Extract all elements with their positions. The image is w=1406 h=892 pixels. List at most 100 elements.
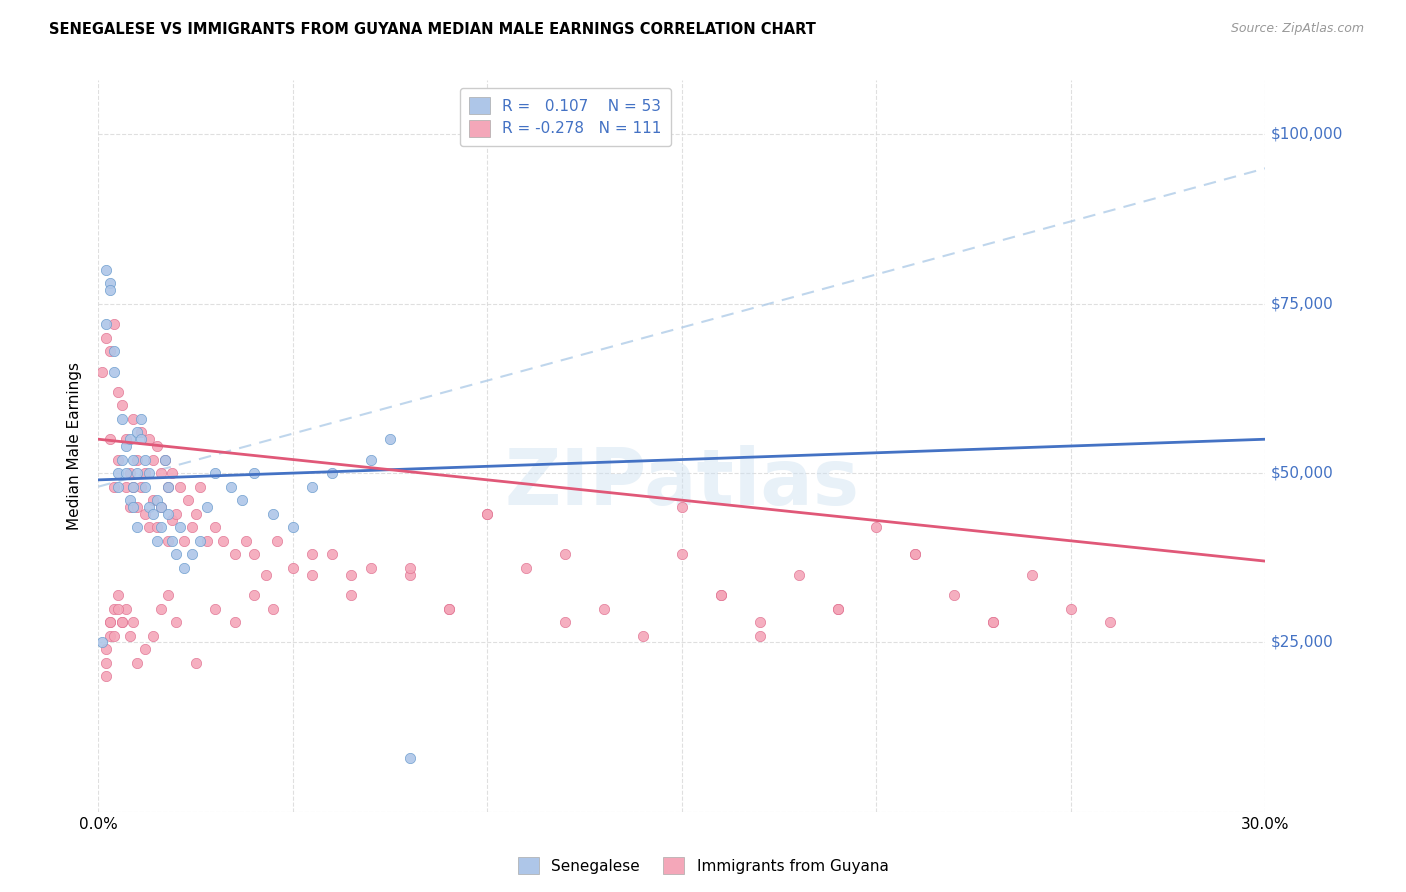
Point	[111, 615, 134, 629]
Point	[398, 567, 420, 582]
Point	[111, 398, 134, 412]
Point	[153, 452, 176, 467]
Point	[180, 547, 202, 561]
Point	[103, 364, 125, 378]
Point	[981, 615, 1004, 629]
Point	[360, 561, 382, 575]
Point	[96, 656, 118, 670]
Point	[129, 412, 152, 426]
Point	[114, 466, 136, 480]
Point	[262, 601, 284, 615]
Point	[142, 629, 165, 643]
Point	[204, 520, 226, 534]
Point	[111, 615, 134, 629]
Point	[195, 500, 218, 514]
Point	[177, 493, 200, 508]
Point	[231, 493, 253, 508]
Point	[107, 601, 129, 615]
Point	[127, 452, 149, 467]
Point	[129, 480, 152, 494]
Point	[631, 629, 654, 643]
Point	[96, 331, 118, 345]
Point	[98, 432, 121, 446]
Point	[91, 635, 114, 649]
Point	[103, 480, 125, 494]
Point	[146, 493, 169, 508]
Point	[129, 425, 152, 440]
Point	[243, 588, 266, 602]
Point	[138, 520, 160, 534]
Point	[224, 615, 246, 629]
Point	[91, 364, 114, 378]
Point	[235, 533, 257, 548]
Text: ZIPatlas: ZIPatlas	[505, 444, 859, 521]
Point	[554, 547, 576, 561]
Point	[710, 588, 733, 602]
Point	[134, 507, 156, 521]
Point	[114, 432, 136, 446]
Point	[904, 547, 927, 561]
Point	[827, 601, 849, 615]
Point	[114, 601, 136, 615]
Point	[165, 547, 187, 561]
Point	[114, 439, 136, 453]
Point	[134, 642, 156, 657]
Point	[98, 344, 121, 359]
Point	[710, 588, 733, 602]
Point	[134, 466, 156, 480]
Point	[162, 466, 184, 480]
Point	[146, 533, 169, 548]
Point	[111, 452, 134, 467]
Point	[477, 507, 499, 521]
Point	[281, 561, 304, 575]
Point	[188, 533, 211, 548]
Point	[149, 500, 172, 514]
Point	[169, 520, 191, 534]
Point	[281, 520, 304, 534]
Point	[162, 533, 184, 548]
Point	[149, 500, 172, 514]
Point	[904, 547, 927, 561]
Point	[127, 425, 149, 440]
Point	[146, 439, 169, 453]
Point	[142, 493, 165, 508]
Point	[118, 500, 141, 514]
Point	[149, 601, 172, 615]
Point	[169, 480, 191, 494]
Point	[98, 615, 121, 629]
Point	[118, 432, 141, 446]
Point	[114, 480, 136, 494]
Point	[254, 567, 277, 582]
Legend: Senegalese, Immigrants from Guyana: Senegalese, Immigrants from Guyana	[512, 851, 894, 880]
Point	[865, 520, 887, 534]
Point	[146, 520, 169, 534]
Point	[103, 344, 125, 359]
Point	[98, 615, 121, 629]
Point	[107, 480, 129, 494]
Point	[127, 466, 149, 480]
Point	[142, 452, 165, 467]
Point	[129, 432, 152, 446]
Point	[266, 533, 288, 548]
Point	[593, 601, 616, 615]
Point	[340, 588, 363, 602]
Point	[243, 547, 266, 561]
Point	[157, 480, 180, 494]
Point	[138, 466, 160, 480]
Point	[127, 500, 149, 514]
Point	[162, 514, 184, 528]
Point	[515, 561, 537, 575]
Text: SENEGALESE VS IMMIGRANTS FROM GUYANA MEDIAN MALE EARNINGS CORRELATION CHART: SENEGALESE VS IMMIGRANTS FROM GUYANA MED…	[49, 22, 815, 37]
Point	[149, 520, 172, 534]
Text: $75,000: $75,000	[1271, 296, 1334, 311]
Point	[340, 567, 363, 582]
Point	[127, 656, 149, 670]
Point	[122, 480, 145, 494]
Point	[224, 547, 246, 561]
Point	[118, 493, 141, 508]
Point	[134, 452, 156, 467]
Point	[827, 601, 849, 615]
Point	[1060, 601, 1083, 615]
Point	[107, 452, 129, 467]
Point	[219, 480, 242, 494]
